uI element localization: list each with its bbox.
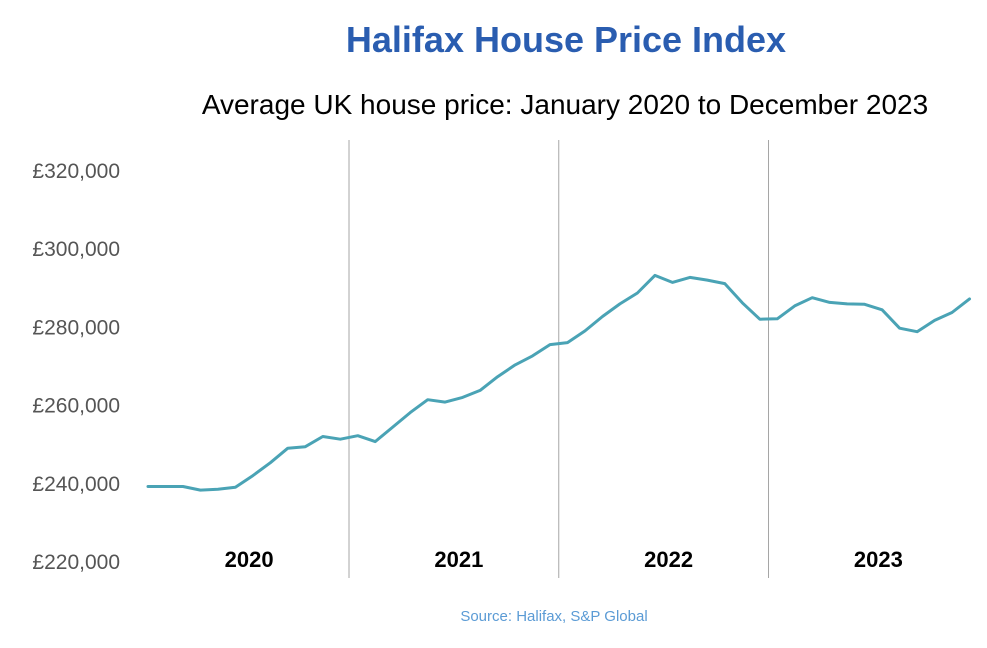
y-tick-label: £240,000 (32, 473, 120, 496)
x-axis: 2020 2021 2022 2023 (225, 547, 903, 572)
series-group (146, 273, 971, 492)
x-tick-label: 2022 (644, 547, 693, 572)
x-tick-label: 2021 (434, 547, 483, 572)
y-tick-label: £220,000 (32, 551, 120, 574)
y-tick-label: £280,000 (32, 316, 120, 339)
y-tick-label: £260,000 (32, 395, 120, 418)
chart-title: Halifax House Price Index (346, 19, 786, 60)
chart-subtitle: Average UK house price: January 2020 to … (202, 89, 928, 120)
source-note: Source: Halifax, S&P Global (460, 608, 647, 625)
y-tick-label: £300,000 (32, 238, 120, 261)
x-tick-label: 2023 (854, 547, 903, 572)
year-separators (348, 140, 770, 578)
x-tick-label: 2020 (225, 547, 274, 572)
series-line (146, 273, 971, 492)
y-axis: £320,000 £300,000 £280,000 £260,000 £240,000… (32, 160, 120, 574)
y-tick-label: £320,000 (32, 160, 120, 183)
